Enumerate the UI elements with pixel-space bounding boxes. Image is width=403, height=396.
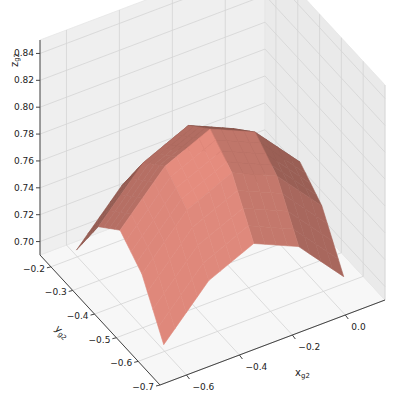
svg-text:−0.5: −0.5	[89, 335, 111, 345]
svg-text:0.72: 0.72	[14, 210, 34, 220]
svg-text:−0.6: −0.6	[192, 382, 214, 392]
svg-text:0.80: 0.80	[14, 102, 34, 112]
svg-text:−0.2: −0.2	[23, 264, 45, 274]
svg-text:g2: g2	[56, 330, 68, 342]
svg-text:0.74: 0.74	[14, 183, 34, 193]
svg-text:0.76: 0.76	[14, 156, 34, 166]
svg-text:−0.6: −0.6	[110, 358, 132, 368]
svg-text:0.70: 0.70	[14, 237, 34, 247]
svg-text:0.0: 0.0	[351, 322, 366, 332]
svg-text:−0.7: −0.7	[132, 382, 154, 392]
svg-text:z: z	[8, 61, 20, 68]
svg-text:−0.4: −0.4	[245, 362, 267, 372]
svg-text:−0.4: −0.4	[67, 311, 89, 321]
svg-text:g2: g2	[301, 372, 310, 380]
svg-text:y: y	[52, 322, 65, 335]
svg-text:−0.2: −0.2	[298, 342, 320, 352]
svg-text:0.84: 0.84	[14, 48, 34, 59]
svg-text:−0.3: −0.3	[45, 287, 67, 297]
svg-text:g2: g2	[13, 53, 21, 62]
svg-text:x: x	[295, 367, 301, 378]
svg-text:0.82: 0.82	[14, 75, 34, 85]
svg-text:0.78: 0.78	[14, 129, 34, 139]
